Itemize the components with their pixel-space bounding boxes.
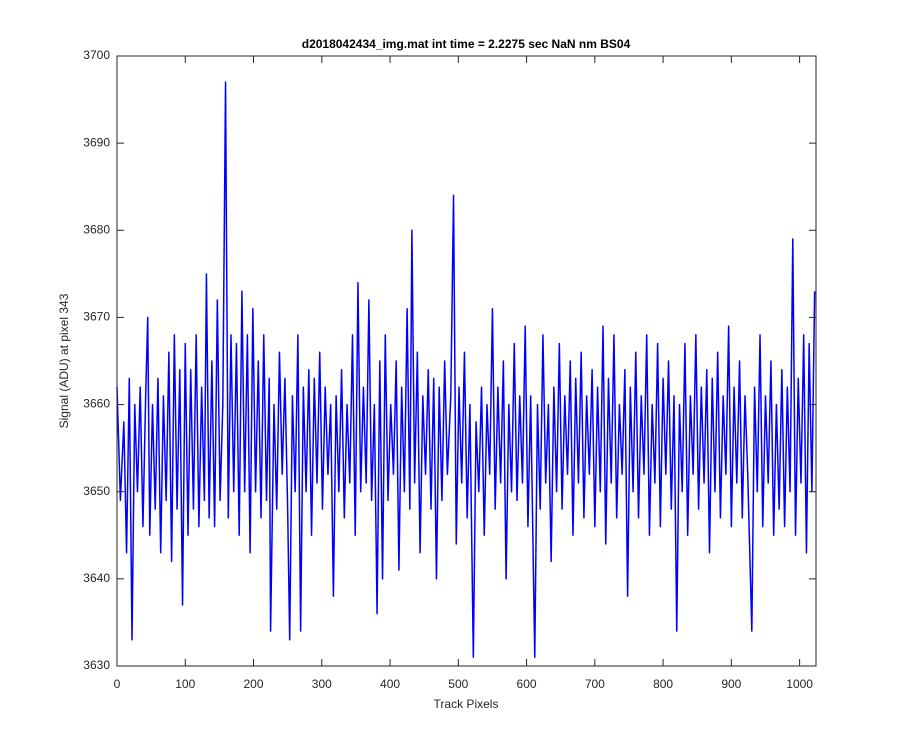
- x-tick-label: 400: [380, 677, 400, 691]
- x-axis-label: Track Pixels: [434, 697, 499, 711]
- axes-box: [116, 55, 817, 667]
- x-tick-label: 600: [517, 677, 537, 691]
- data-line: [116, 81, 816, 659]
- plot-area: [117, 56, 816, 666]
- x-tick-label: 900: [721, 677, 741, 691]
- x-tick-label: 1000: [786, 677, 813, 691]
- y-tick-label: 3670: [83, 310, 110, 324]
- y-tick-label: 3640: [83, 571, 110, 585]
- y-tick-label: 3650: [83, 484, 110, 498]
- y-tick-label: 3690: [83, 135, 110, 149]
- x-tick-label: 200: [244, 677, 264, 691]
- x-tick-label: 0: [114, 677, 121, 691]
- x-tick-label: 300: [312, 677, 332, 691]
- y-axis-label: Signal (ADU) at pixel 343: [57, 293, 71, 428]
- y-tick-label: 3630: [83, 658, 110, 672]
- chart-title: d2018042434_img.mat int time = 2.2275 se…: [302, 37, 631, 51]
- x-tick-label: 100: [175, 677, 195, 691]
- y-tick-label: 3660: [83, 397, 110, 411]
- x-tick-label: 800: [653, 677, 673, 691]
- x-tick-label: 500: [448, 677, 468, 691]
- y-tick-label: 3680: [83, 222, 110, 236]
- x-tick-label: 700: [585, 677, 605, 691]
- y-tick-label: 3700: [83, 48, 110, 62]
